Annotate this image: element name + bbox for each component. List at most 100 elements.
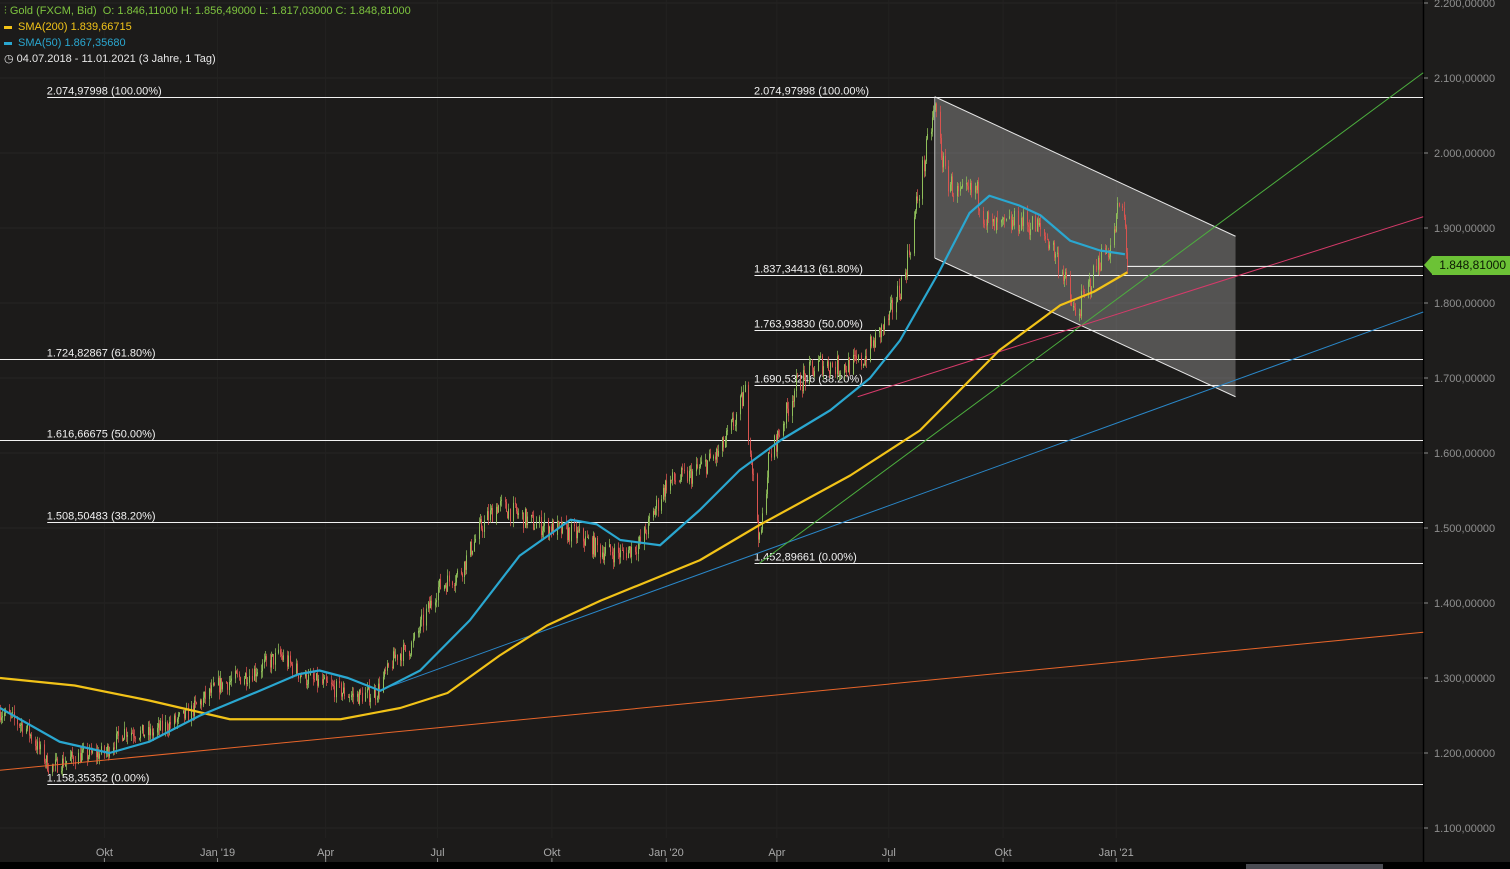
candle-down <box>574 524 575 527</box>
fib-level-label: 1.837,34413 (61.80%) <box>754 264 863 276</box>
candle-up <box>426 608 427 626</box>
candle-down <box>1100 269 1101 271</box>
candle-up <box>931 131 932 135</box>
candle-down <box>281 654 282 656</box>
candle-down <box>1028 225 1029 227</box>
candle-down <box>1090 279 1091 293</box>
candle-down <box>1044 229 1045 237</box>
legend-sma50[interactable]: SMA(50) 1.867,35680 <box>4 35 411 51</box>
candle-down <box>603 552 604 561</box>
trend-line-green-support <box>759 72 1424 564</box>
candle-up <box>680 480 681 482</box>
candle-down <box>674 472 675 481</box>
candle-down <box>697 464 698 468</box>
candle-up <box>649 516 650 519</box>
sma50-label: SMA(50) 1.867,35680 <box>18 37 126 49</box>
instrument-name: Gold (FXCM, Bid) <box>9 5 97 17</box>
candle-down <box>541 517 542 536</box>
candle-down <box>612 551 613 556</box>
candle-up <box>436 600 437 603</box>
candle-up <box>975 186 976 193</box>
fib-level-label: 1.158,35352 (0.00%) <box>47 773 150 785</box>
candle-up <box>123 738 124 741</box>
candle-up <box>83 748 84 750</box>
candle-down <box>31 734 32 741</box>
candle-down <box>997 218 998 223</box>
candle-up <box>568 527 569 541</box>
candle-up <box>109 752 110 757</box>
candle-up <box>62 758 63 771</box>
candle-up <box>231 678 232 681</box>
x-tick-label: Okt <box>543 847 560 859</box>
candle-up <box>1002 218 1003 221</box>
legend-sma200[interactable]: SMA(200) 1.839,66715 <box>4 19 411 35</box>
candle-up <box>261 671 262 673</box>
candle-up <box>731 420 732 431</box>
candle-down <box>167 722 168 731</box>
candle-up <box>308 674 309 685</box>
candle-down <box>787 402 788 409</box>
sma50-line <box>0 194 1126 755</box>
candle-down <box>452 581 453 586</box>
horizontal-scrollbar[interactable] <box>0 862 1510 869</box>
candle-down <box>864 364 865 366</box>
candle-down <box>9 709 10 714</box>
candle-down <box>533 515 534 530</box>
candle-up <box>278 649 279 653</box>
candle-up <box>544 519 545 526</box>
candle-up <box>4 713 5 717</box>
x-tick-label: Jul <box>882 847 896 859</box>
candle-up <box>99 753 100 759</box>
candle-up <box>727 430 728 432</box>
candle-up <box>496 506 497 522</box>
candle-down <box>195 700 196 703</box>
candle-down <box>968 186 969 190</box>
candle-down <box>1083 291 1084 293</box>
candle-up <box>1109 256 1110 258</box>
candle-down <box>126 728 127 737</box>
candle-up <box>1117 202 1118 214</box>
candle-up <box>1114 229 1115 246</box>
candle-up <box>37 741 38 750</box>
candle-up <box>148 727 149 735</box>
candle-up <box>357 693 358 697</box>
candle-up <box>690 469 691 471</box>
candle-up <box>536 523 537 529</box>
candle-up <box>670 479 671 491</box>
candle-up <box>1012 219 1013 229</box>
candle-down <box>143 724 144 737</box>
candle-down <box>17 718 18 725</box>
candle-up <box>796 375 797 391</box>
candle-up <box>732 417 733 421</box>
candle-down <box>771 453 772 458</box>
candle-down <box>874 340 875 348</box>
candle-up <box>993 219 994 222</box>
candle-up <box>1049 244 1050 249</box>
candle-down <box>461 570 462 574</box>
scrollbar-thumb[interactable] <box>1246 864 1383 869</box>
candle-up <box>718 450 719 456</box>
candle-down <box>314 678 315 681</box>
candle-down <box>723 437 724 448</box>
candle-down <box>742 392 743 407</box>
candle-down <box>979 208 980 211</box>
candle-up <box>144 734 145 737</box>
candle-up <box>890 303 891 312</box>
candle-down <box>548 519 549 537</box>
candle-up <box>716 449 717 460</box>
candle-up <box>421 614 422 620</box>
candle-up <box>56 758 57 760</box>
candle-down <box>854 354 855 356</box>
candle-down <box>488 511 489 520</box>
candle-down <box>72 751 73 757</box>
candle-down <box>988 212 989 219</box>
candle-up <box>1030 229 1031 235</box>
candle-up <box>922 160 923 199</box>
candle-down <box>297 663 298 674</box>
candle-down <box>802 389 803 392</box>
candle-down <box>750 440 751 454</box>
candle-down <box>748 384 749 441</box>
candle-down <box>481 519 482 529</box>
candle-down <box>526 508 527 526</box>
